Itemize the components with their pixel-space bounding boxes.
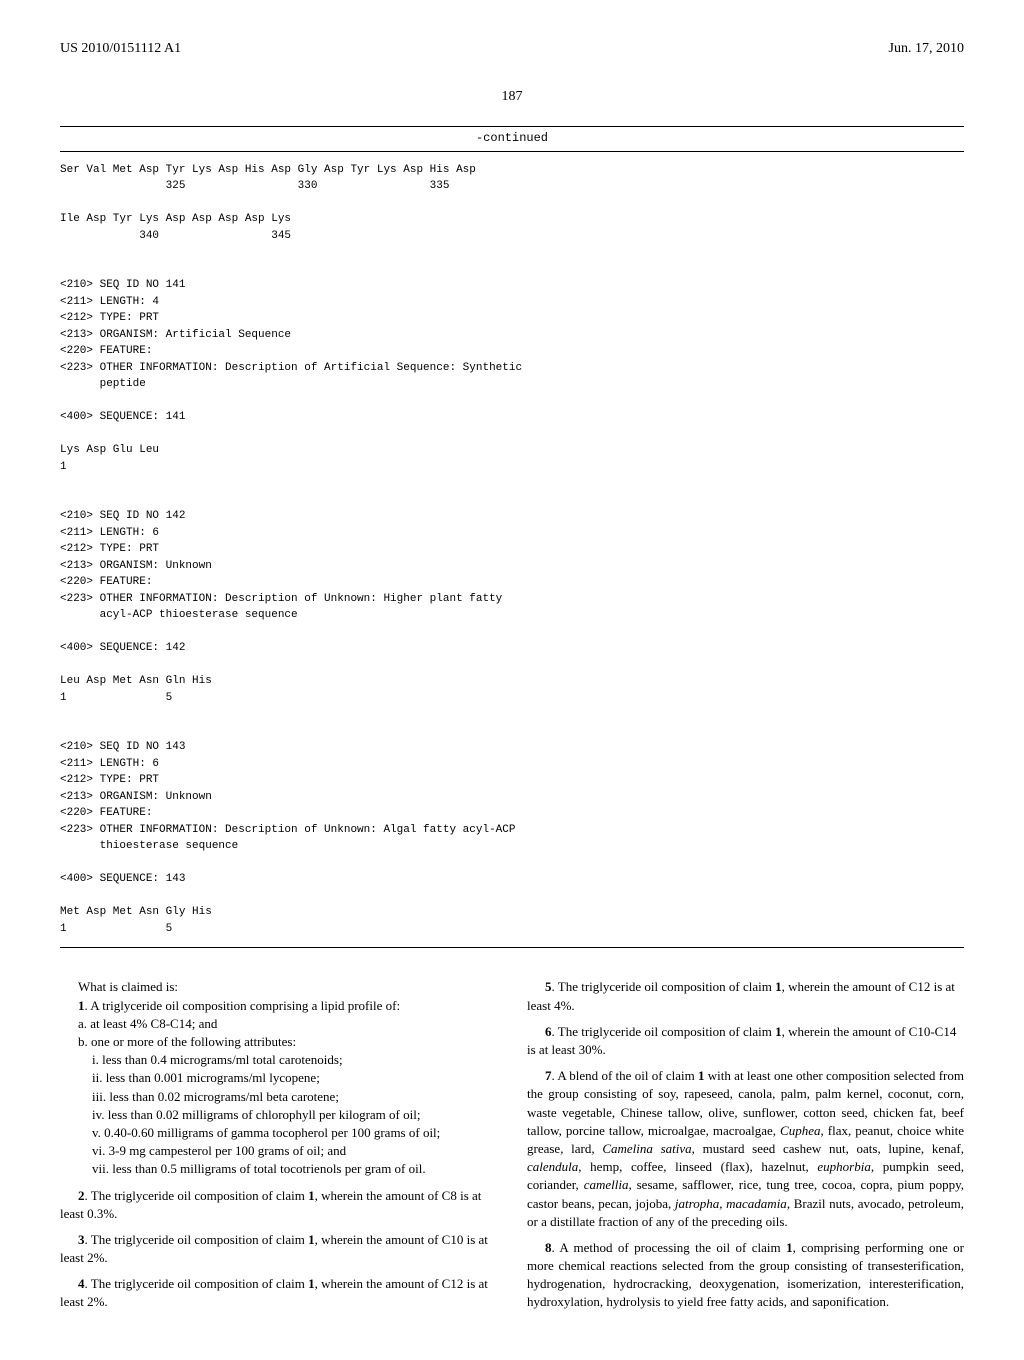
claim-1-vi: vi. 3-9 mg campesterol per 100 grams of … xyxy=(60,1142,497,1160)
claim-1-iii: iii. less than 0.02 micrograms/ml beta c… xyxy=(60,1088,497,1106)
claim-intro: What is claimed is: xyxy=(60,978,497,996)
claim-1-a: a. at least 4% C8-C14; and xyxy=(60,1015,497,1033)
italic-jatropha: jatropha, macadamia xyxy=(675,1196,787,1211)
claim-1-iv: iv. less than 0.02 milligrams of chlorop… xyxy=(60,1106,497,1124)
page-header: US 2010/0151112 A1 Jun. 17, 2010 xyxy=(60,40,964,58)
claim-1-v: v. 0.40-0.60 milligrams of gamma tocophe… xyxy=(60,1124,497,1142)
page-number: 187 xyxy=(60,88,964,106)
claim-8: 8. A method of processing the oil of cla… xyxy=(527,1239,964,1312)
italic-calendula: calendula xyxy=(527,1159,578,1174)
claims-columns: What is claimed is: 1. A triglyceride oi… xyxy=(60,978,964,1319)
claims-column-left: What is claimed is: 1. A triglyceride oi… xyxy=(60,978,497,1319)
italic-camelina: Camelina sativa xyxy=(602,1141,691,1156)
italic-camellia: camellia xyxy=(584,1177,629,1192)
claim-1-b: b. one or more of the following attribut… xyxy=(60,1033,497,1051)
claim-1-i: i. less than 0.4 micrograms/ml total car… xyxy=(60,1051,497,1069)
claim-2: 2. The triglyceride oil composition of c… xyxy=(60,1187,497,1223)
claim-1-vii: vii. less than 0.5 milligrams of total t… xyxy=(60,1160,497,1178)
header-right: Jun. 17, 2010 xyxy=(889,40,964,58)
claim-1: 1. A triglyceride oil composition compri… xyxy=(60,997,497,1015)
italic-cuphea: Cuphea xyxy=(780,1123,820,1138)
italic-euphorbia: euphorbia xyxy=(817,1159,870,1174)
sequence-listing: Ser Val Met Asp Tyr Lys Asp His Asp Gly … xyxy=(60,152,964,949)
claim-5: 5. The triglyceride oil composition of c… xyxy=(527,978,964,1014)
header-left: US 2010/0151112 A1 xyxy=(60,40,181,58)
claims-column-right: 5. The triglyceride oil composition of c… xyxy=(527,978,964,1319)
claim-4: 4. The triglyceride oil composition of c… xyxy=(60,1275,497,1311)
claim-7: 7. A blend of the oil of claim 1 with at… xyxy=(527,1067,964,1231)
claim-6: 6. The triglyceride oil composition of c… xyxy=(527,1023,964,1059)
claim-3: 3. The triglyceride oil composition of c… xyxy=(60,1231,497,1267)
continued-label: -continued xyxy=(60,126,964,152)
claim-1-ii: ii. less than 0.001 micrograms/ml lycope… xyxy=(60,1069,497,1087)
